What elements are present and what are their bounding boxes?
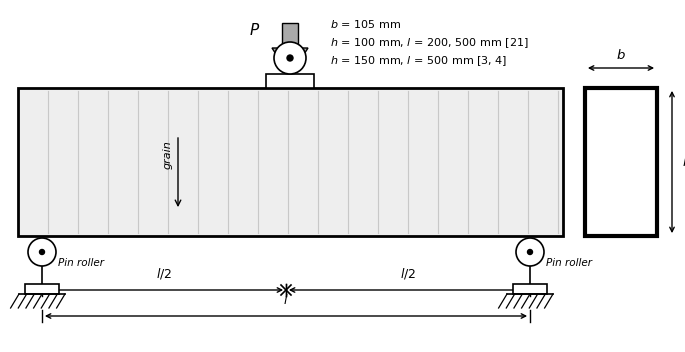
- Circle shape: [516, 238, 544, 266]
- Text: Pin roller: Pin roller: [58, 258, 104, 268]
- Circle shape: [287, 55, 293, 61]
- Bar: [18, 88, 563, 236]
- Text: $l/2$: $l/2$: [400, 266, 416, 281]
- Text: $b$: $b$: [616, 48, 626, 62]
- Bar: [266, 74, 314, 88]
- Text: $h$: $h$: [682, 155, 685, 169]
- Text: $l/2$: $l/2$: [156, 266, 172, 281]
- Circle shape: [527, 250, 532, 254]
- Circle shape: [40, 250, 45, 254]
- Text: $h$ = 150 mm, $l$ = 500 mm [3, 4]: $h$ = 150 mm, $l$ = 500 mm [3, 4]: [330, 54, 508, 68]
- Bar: [282, 23, 298, 48]
- Circle shape: [274, 42, 306, 74]
- Polygon shape: [272, 48, 308, 76]
- Text: {: {: [168, 154, 169, 156]
- Bar: [585, 88, 657, 236]
- Bar: [25, 284, 59, 294]
- Text: $l$: $l$: [284, 293, 288, 307]
- Text: $P$: $P$: [249, 22, 260, 38]
- Text: grain: grain: [163, 141, 173, 169]
- Text: Pin roller: Pin roller: [546, 258, 592, 268]
- Text: $h$ = 100 mm, $l$ = 200, 500 mm [21]: $h$ = 100 mm, $l$ = 200, 500 mm [21]: [330, 36, 529, 50]
- Bar: [513, 284, 547, 294]
- Text: $b$ = 105 mm: $b$ = 105 mm: [330, 18, 401, 30]
- Circle shape: [28, 238, 56, 266]
